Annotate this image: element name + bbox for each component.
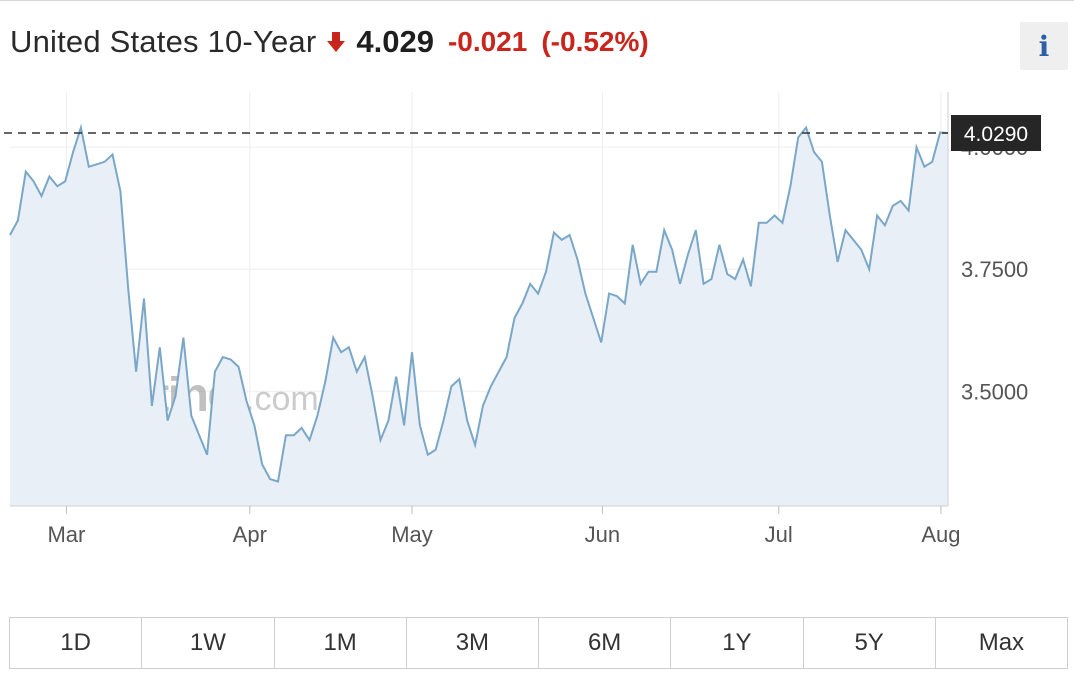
range-button-max[interactable]: Max — [935, 618, 1067, 668]
last-price-label: 4.0290 — [964, 123, 1028, 146]
range-selector: 1D 1W 1M 3M 6M 1Y 5Y Max — [9, 617, 1068, 669]
down-arrow-icon — [327, 32, 346, 52]
instrument-title: United States 10-Year — [10, 24, 317, 59]
last-price-tag: 4.0290 — [951, 115, 1041, 152]
info-button[interactable]: i — [1020, 22, 1068, 70]
watermark-domain: .com — [245, 380, 319, 418]
x-tick-label: Aug — [921, 522, 960, 547]
range-button-1w[interactable]: 1W — [142, 618, 275, 668]
x-tick-label: Jun — [585, 522, 620, 547]
x-tick-label: May — [391, 522, 433, 547]
series-area — [10, 127, 948, 506]
quote-header: United States 10-Year 4.029 -0.021 (-0.5… — [10, 22, 649, 62]
x-tick-label: Apr — [233, 522, 267, 547]
range-button-1y[interactable]: 1Y — [671, 618, 804, 668]
price-change: -0.021 — [447, 26, 528, 57]
y-tick-label: 3.5000 — [961, 379, 1028, 404]
x-tick-label: Mar — [47, 522, 85, 547]
range-button-3m[interactable]: 3M — [406, 618, 539, 668]
range-button-1d[interactable]: 1D — [10, 618, 143, 668]
y-tick-label: 3.7500 — [961, 257, 1028, 282]
series-line — [9, 123, 949, 483]
last-price-box — [951, 115, 1041, 152]
range-button-6m[interactable]: 6M — [539, 618, 672, 668]
x-tick-labels: Mar Apr May Jun Jul Aug — [47, 522, 960, 547]
info-icon: i — [1038, 29, 1050, 63]
x-tick-label: Jul — [765, 522, 793, 547]
price-change-percent: (-0.52%) — [541, 26, 649, 57]
last-price: 4.029 — [356, 24, 434, 59]
top-divider — [0, 0, 1074, 1]
x-tick-marks — [65, 506, 942, 514]
range-button-1m[interactable]: 1M — [274, 618, 407, 668]
range-button-5y[interactable]: 5Y — [803, 618, 936, 668]
